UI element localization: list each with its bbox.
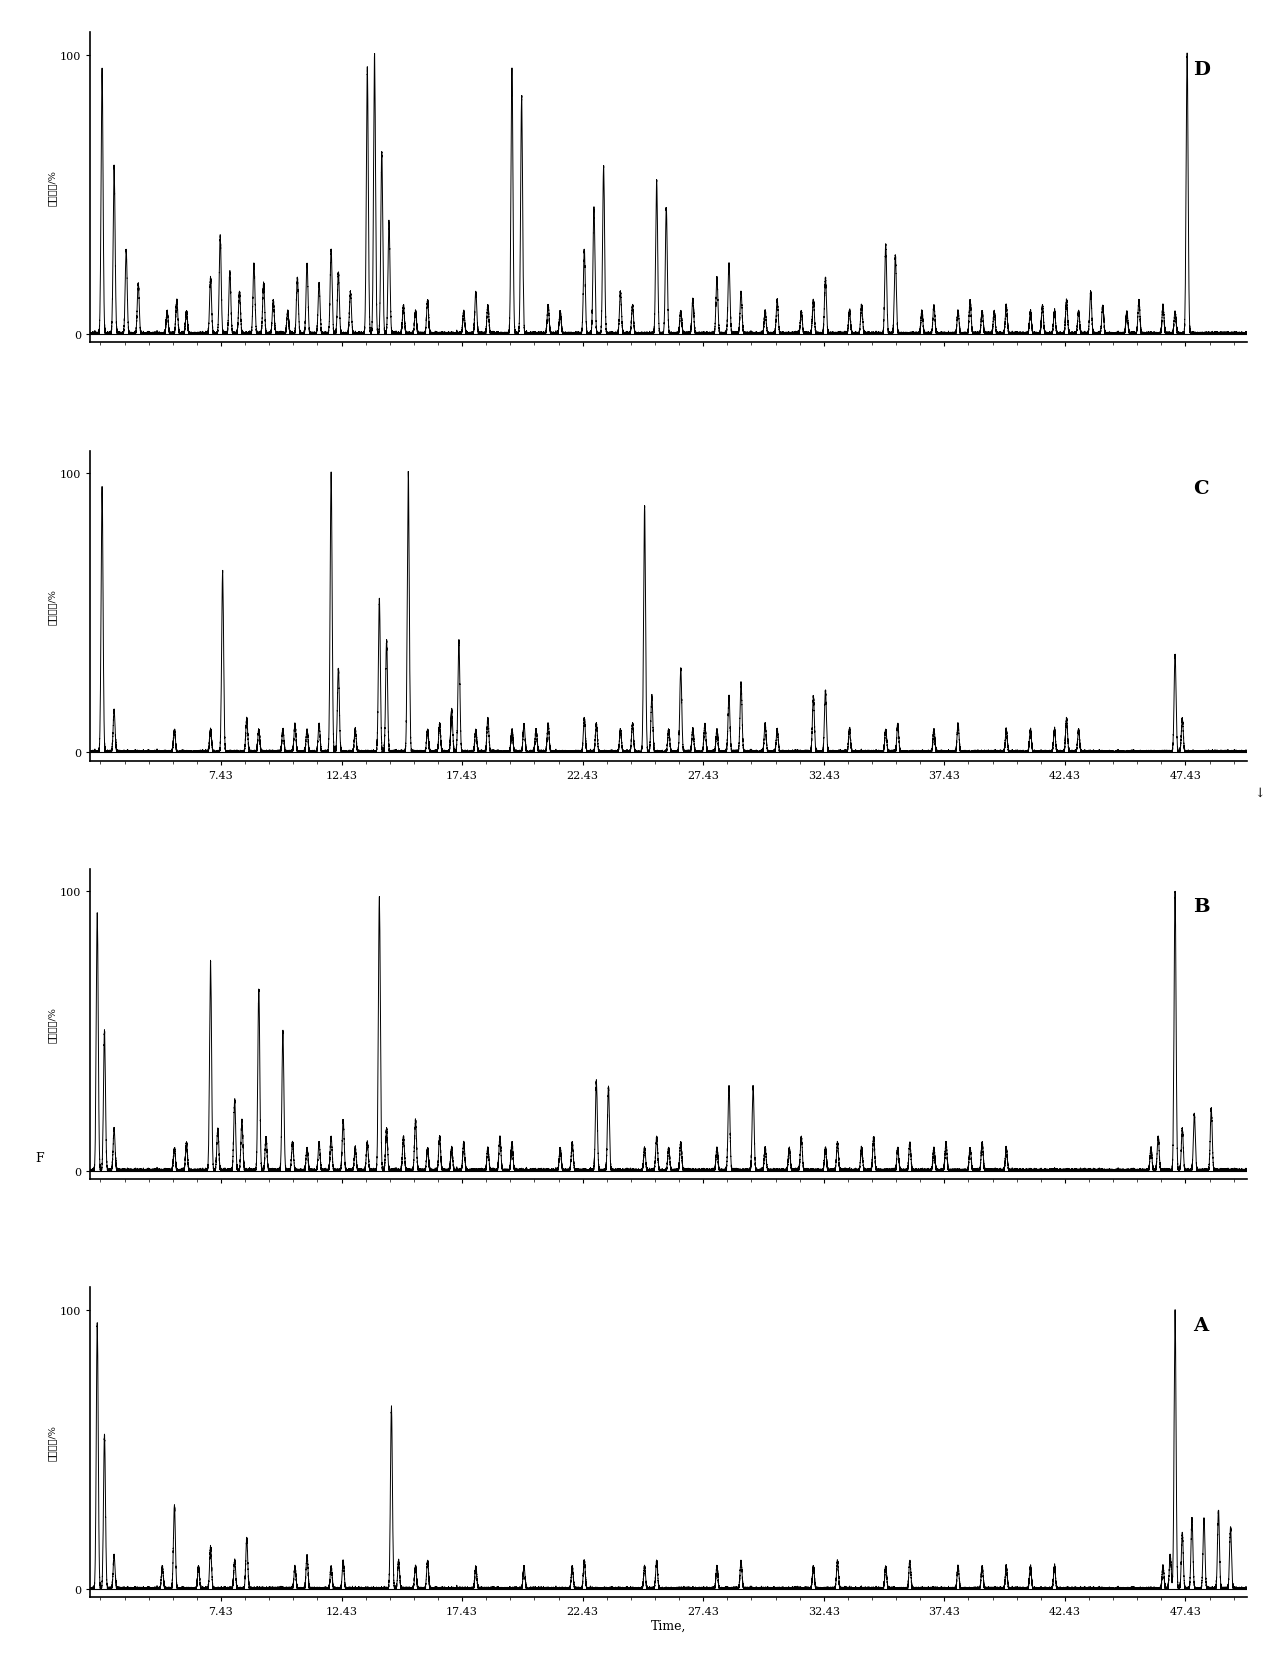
Y-axis label: 相对强度/%: 相对强度/% bbox=[48, 1424, 57, 1461]
Text: D: D bbox=[1192, 62, 1210, 80]
Y-axis label: 相对强度/%: 相对强度/% bbox=[48, 170, 57, 206]
Text: B: B bbox=[1193, 899, 1209, 915]
Y-axis label: 相对强度/%: 相对强度/% bbox=[48, 589, 57, 624]
Text: ↓: ↓ bbox=[1255, 787, 1265, 799]
Text: C: C bbox=[1193, 479, 1209, 498]
X-axis label: Time,: Time, bbox=[651, 1619, 687, 1632]
Y-axis label: 相对强度/%: 相对强度/% bbox=[48, 1007, 57, 1042]
Text: A: A bbox=[1193, 1316, 1209, 1335]
Text: F: F bbox=[35, 1151, 44, 1163]
